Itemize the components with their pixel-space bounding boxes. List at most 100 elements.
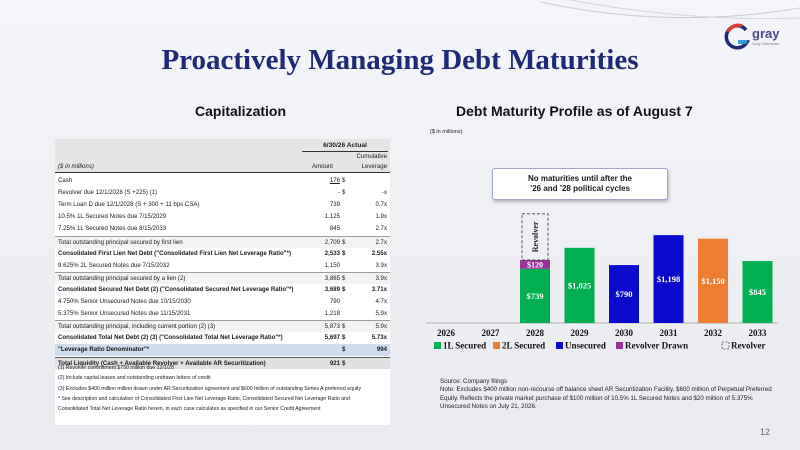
row-amount: 2,709: [324, 238, 340, 246]
row-amount: 176: [329, 177, 340, 184]
gray-logo: gray Gray Television: [722, 22, 780, 56]
row-dollar-sign: $: [342, 177, 346, 184]
row-dollar-sign: $: [342, 238, 346, 246]
row-label: 5.375% Senior Unsecured Notes due 11/15/…: [58, 310, 191, 318]
legend-label-unsecured: Unsecured: [565, 341, 606, 351]
bar-revolver-drawn-2028: [520, 260, 550, 269]
x-tick-label-2028: 2028: [526, 328, 545, 338]
page-title: Proactively Managing Debt Maturities: [161, 44, 639, 76]
bar-1l-secured-2033: [742, 261, 773, 323]
row-amount: 5,697: [324, 334, 340, 342]
row-leverage: 2.7x: [375, 225, 387, 233]
row-amount: 3,689: [324, 285, 340, 293]
logo-wordmark: gray: [752, 26, 780, 41]
table-row: Total Liquidity (Cash + Available Revolv…: [55, 356, 390, 369]
x-tick-label-2033: 2033: [749, 328, 768, 338]
table-note: Consolidated Total Net Leverage Ratio he…: [58, 406, 321, 413]
row-leverage: 2.7x: [375, 238, 387, 246]
data-label: $739: [527, 291, 544, 301]
table-notes: (1) Revolver commitment $750 million due…: [58, 363, 388, 414]
table-header: [55, 139, 390, 173]
table-row: 4.750% Senior Unsecured Notes due 10/15/…: [55, 296, 390, 308]
row-dollar-sign: $: [342, 323, 346, 331]
legend-label-revolver-drawn: Revolver Drawn: [625, 341, 688, 351]
amount-header: Amount: [312, 163, 334, 170]
row-dollar-sign: $: [342, 189, 346, 197]
row-label: Cash: [58, 177, 73, 184]
data-label: $1,198: [657, 274, 680, 284]
table-row: Revolver due 12/1/2028 (S +225) (1) $ - -x: [55, 187, 390, 199]
data-label: $1,025: [568, 280, 591, 290]
bar-2l-secured-2032: [698, 238, 728, 323]
x-tick-label-2030: 2030: [615, 328, 634, 338]
decorative-arcs: [540, 0, 800, 20]
x-tick-label-2029: 2029: [571, 328, 590, 338]
row-dollar-sign: $: [342, 249, 346, 257]
cumulative-header: Cumulative: [356, 153, 387, 160]
row-leverage: 3.9x: [375, 274, 387, 282]
row-label: 7.25% 1L Secured Notes due 8/15/2033: [58, 225, 167, 233]
table-row: 7.25% 1L Secured Notes due 8/15/2033 845 2…: [55, 223, 390, 235]
period-header: 6/30/26 Actual: [302, 141, 388, 152]
revolver-vertical-label: Revolver: [531, 221, 540, 252]
row-amount: 3,865: [324, 274, 340, 282]
row-dollar-sign: $: [342, 285, 346, 293]
leverage-header: Leverage: [361, 163, 387, 170]
row-dollar-sign: $: [342, 359, 346, 367]
row-label: Revolver due 12/1/2028 (S +225) (1): [58, 189, 158, 197]
table-row: Total outstanding principal secured by f…: [55, 235, 390, 248]
logo-g-icon: [724, 23, 750, 50]
source-line: Source: Company filings: [440, 378, 508, 385]
row-amount: 1,218: [324, 310, 340, 318]
table-note: (1) Revolver commitment $750 million due…: [58, 365, 174, 371]
header-rule: [55, 172, 390, 173]
maturity-title: Debt Maturity Profile as of August 7: [456, 103, 693, 119]
table-row: Cash $176: [55, 175, 390, 187]
row-dollar-sign: $: [342, 334, 346, 342]
row-label: Term Loan D due 12/1/2028 (S + 300 + 11 …: [58, 201, 200, 209]
row-label: Consolidated Total Net Debt (2) (3) ("Co…: [58, 334, 283, 342]
debt-maturity-chart: $739 $1,025 $845 $1,150 $790 $1,198 $120 Revolv…: [426, 213, 778, 351]
legend-swatch-revolver: [721, 341, 730, 350]
row-amount: 1,150: [324, 261, 340, 269]
row-label: 9.625% 2L Secured Notes due 7/15/2032: [58, 261, 170, 269]
row-amount: 921: [329, 359, 340, 367]
data-label: $120: [527, 260, 543, 269]
row-amount: 739: [329, 201, 340, 209]
row-amount: 5,873: [324, 323, 340, 331]
maturity-callout: No maturities until after the ’26 and ’2…: [492, 168, 668, 200]
capitalization-title: Capitalization: [195, 103, 287, 119]
table-note: (2) Include capital leases and outstandi…: [58, 375, 211, 382]
table-row: Term Loan D due 12/1/2028 (S + 300 + 11 …: [55, 199, 390, 211]
row-label: Consolidated Secured Net Debt (2) ("Cons…: [58, 285, 294, 293]
row-amount: 790: [329, 298, 340, 305]
x-tick-label-2032: 2032: [704, 328, 723, 338]
row-leverage: 5.9x: [375, 323, 387, 331]
row-label: Consolidated First Lien Net Debt ("Conso…: [58, 249, 291, 257]
row-leverage: 0.7x: [375, 201, 387, 209]
legend-swatch-revolver-drawn: [616, 342, 623, 349]
table-row: Consolidated First Lien Net Debt ("Conso…: [55, 248, 390, 260]
table-row: Total outstanding principal, including c…: [55, 320, 390, 333]
table-row: "Leverage Ratio Denominator"* $994: [55, 344, 390, 357]
legend-swatch-unsecured: [556, 342, 563, 349]
source-line: Unsecured Notes on July 21, 2026.: [440, 402, 537, 410]
legend-label-revolver: Revolver: [731, 341, 765, 351]
table-row: 10.5% 1L Secured Notes due 7/15/2029 1,12…: [55, 211, 390, 223]
table-row: Total outstanding principal secured by a…: [55, 271, 390, 284]
data-label: $790: [616, 289, 633, 299]
bar-unsecured-2030: [609, 265, 639, 323]
table-note: * See description and calculation of Con…: [58, 395, 350, 402]
row-leverage: 3.71x: [371, 285, 387, 293]
row-dollar-sign: $: [342, 274, 346, 282]
row-dollar-sign: $: [342, 346, 346, 354]
x-tick-label-2031: 2031: [660, 328, 679, 338]
table-row: 9.625% 2L Secured Notes due 7/15/2032 1,1…: [55, 260, 390, 272]
row-label: 10.5% 1L Secured Notes due 7/15/2029: [58, 213, 167, 221]
legend-label-2l-secured: 2L Secured: [502, 341, 545, 351]
row-leverage: -x: [381, 189, 387, 197]
bar-1l-secured-2028: [520, 268, 550, 323]
bar-revolver-undrawn-2028: [521, 213, 549, 261]
row-amount: 2,533: [324, 249, 340, 257]
source-line: Note: Excludes $400 million non-recourse…: [440, 386, 772, 394]
